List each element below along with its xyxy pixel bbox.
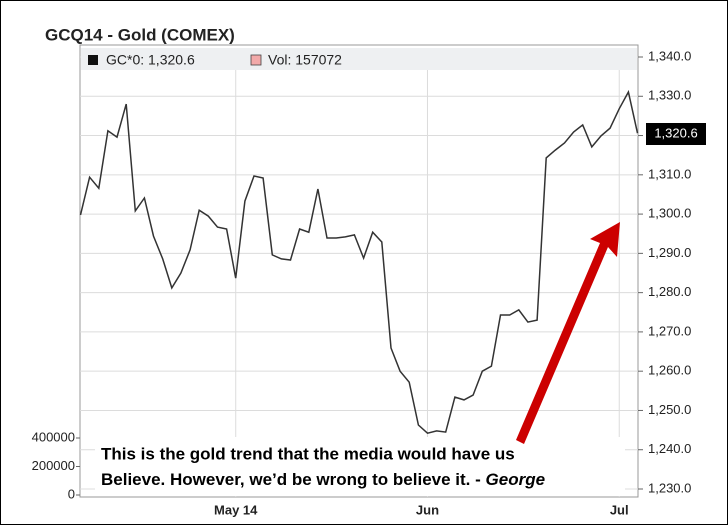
plot-border: [79, 44, 639, 498]
y-tick-label: 1,290.0: [648, 245, 691, 260]
legend-price: GC*0: 1,320.6: [106, 52, 195, 68]
y-tick-label: 1,230.0: [648, 480, 691, 495]
last-value-box: [646, 123, 706, 145]
x-tick-label: Jul: [610, 502, 629, 517]
volume-tick-label: 200000: [32, 458, 75, 473]
legend-swatch: [250, 54, 262, 66]
y-tick-label: 1,280.0: [648, 284, 691, 299]
arrow: [516, 222, 620, 444]
annotation: Believe. However, we’d be wrong to belie…: [101, 470, 486, 489]
annotation-box: [95, 437, 625, 496]
y-tick-label: 1,310.0: [648, 166, 691, 181]
annotation: Believe. However, we’d be wrong to belie…: [101, 470, 545, 489]
volume-tick-label: 400000: [32, 429, 75, 444]
legend-volume: Vol: 157072: [268, 52, 342, 68]
y-tick-label: 1,260.0: [648, 363, 691, 378]
legend-swatch: [88, 55, 98, 65]
last-value-label: 1,320.6: [654, 125, 697, 140]
y-tick-label: 1,330.0: [648, 88, 691, 103]
y-tick-label: 1,240.0: [648, 441, 691, 456]
legend-bar: [81, 48, 637, 70]
x-tick-label: Jun: [416, 502, 439, 517]
y-tick-label: 1,270.0: [648, 323, 691, 338]
chart-title: GCQ14 - Gold (COMEX): [45, 25, 235, 44]
price-line: [79, 89, 639, 435]
plot-area: [79, 44, 639, 498]
y-tick-label: 1,340.0: [648, 48, 691, 63]
x-tick-label: May 14: [214, 502, 258, 517]
y-tick-label: 1,250.0: [648, 402, 691, 417]
annotation: This is the gold trend that the media wo…: [101, 444, 515, 463]
y-tick-label: 1,300.0: [648, 206, 691, 221]
annotation-author: George: [486, 470, 546, 489]
volume-tick-label: 0: [68, 486, 75, 501]
